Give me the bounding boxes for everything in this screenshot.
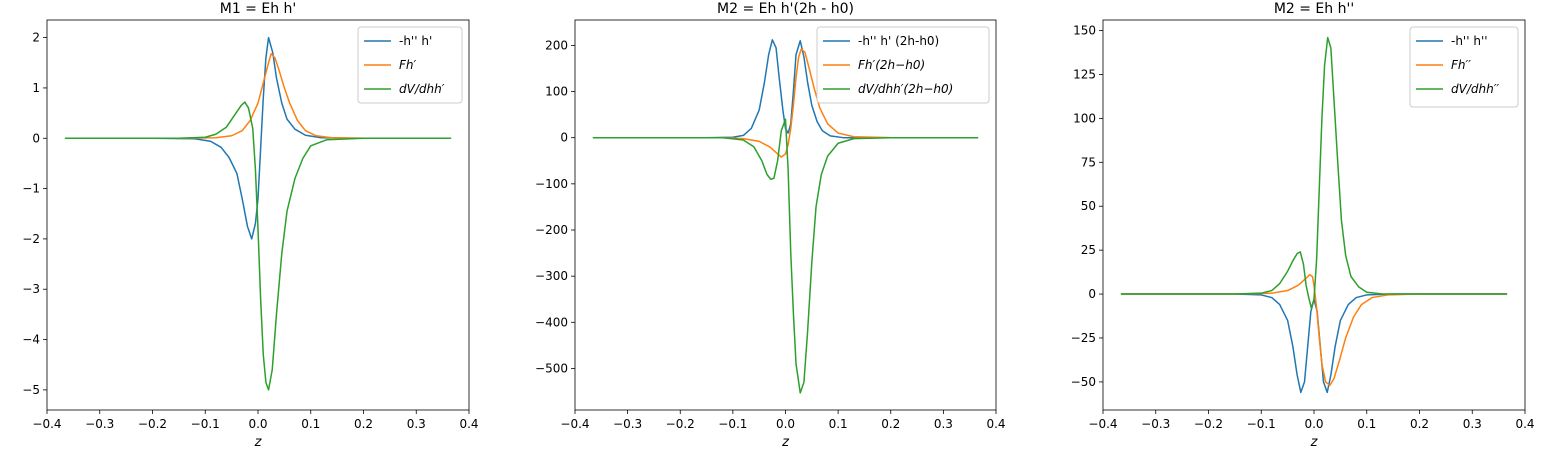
legend: -h'' h' Fh′ dV/dhh′ xyxy=(357,26,463,104)
legend-box xyxy=(357,26,463,104)
y-tick-label: 0 xyxy=(1088,287,1096,301)
x-tick-label: −0.1 xyxy=(191,417,220,431)
y-tick-label: −300 xyxy=(535,269,568,283)
y-tick-label: 125 xyxy=(1073,67,1096,81)
chart-title: M2 = Eh h'' xyxy=(1274,1,1354,17)
y-tick-label: −4 xyxy=(22,333,40,347)
legend: -h'' h' (2h-h0) Fh′(2h−h0) dV/dhh′(2h−h0) xyxy=(816,26,990,104)
x-tick-label: 0.3 xyxy=(1463,417,1482,431)
x-axis-label: z xyxy=(1310,435,1319,450)
legend-box xyxy=(816,26,990,104)
x-tick-label: −0.3 xyxy=(85,417,114,431)
x-tick-label: 0.4 xyxy=(459,417,478,431)
series-line-3 xyxy=(64,101,452,391)
x-tick-label: 0.1 xyxy=(829,417,848,431)
x-tick-label: 0.1 xyxy=(301,417,320,431)
x-tick-label: 0.2 xyxy=(1410,417,1429,431)
x-tick-label: −0.1 xyxy=(718,417,747,431)
y-tick-label: −100 xyxy=(535,177,568,191)
y-tick-label: 100 xyxy=(545,85,568,99)
y-tick-label: −50 xyxy=(1071,375,1096,389)
legend-label-2: Fh′(2h−h0) xyxy=(858,58,925,72)
plot-area xyxy=(592,39,979,394)
legend-label-3: dV/dhh′′ xyxy=(1451,82,1499,96)
series-line-1 xyxy=(1120,293,1508,394)
x-tick-label: 0.1 xyxy=(1357,417,1376,431)
y-tick-label: 0 xyxy=(560,131,568,145)
x-tick-label: −0.2 xyxy=(138,417,167,431)
legend: -h'' h'' Fh′′ dV/dhh′′ xyxy=(1409,26,1519,108)
x-tick-label: 0.3 xyxy=(934,417,953,431)
chart-panel-3: −0.4 −0.3 −0.2 −0.1 0.0 0.1 0.2 0.3 0.4 −50 −25 0 25… xyxy=(1071,1,1535,450)
x-tick-label: 0.2 xyxy=(881,417,900,431)
y-tick-label: 25 xyxy=(1081,243,1096,257)
plot-area xyxy=(64,36,452,391)
x-tick-label: 0.0 xyxy=(248,417,267,431)
y-tick-label: −400 xyxy=(535,315,568,329)
x-tick-label: 0.4 xyxy=(1515,417,1534,431)
x-tick-label: −0.3 xyxy=(1141,417,1170,431)
x-tick-label: −0.1 xyxy=(1247,417,1276,431)
y-tick-label: 1 xyxy=(32,81,40,95)
y-tick-label: −25 xyxy=(1071,331,1096,345)
legend-label-2: Fh′′ xyxy=(1451,58,1471,72)
y-tick-label: −500 xyxy=(535,361,568,375)
y-tick-label: 200 xyxy=(545,38,568,52)
x-tick-label: 0.2 xyxy=(354,417,373,431)
chart-title: M1 = Eh h' xyxy=(220,1,297,17)
x-tick-label: −0.3 xyxy=(613,417,642,431)
legend-label-1: -h'' h' (2h-h0) xyxy=(858,34,939,48)
x-tick-label: 0.0 xyxy=(1304,417,1323,431)
chart-panel-2: −0.4 −0.3 −0.2 −0.1 0.0 0.1 0.2 0.3 0.4 −500 −400 −… xyxy=(535,1,1006,450)
chart-title: M2 = Eh h'(2h - h0) xyxy=(717,1,854,17)
series-line-3 xyxy=(1120,36,1508,309)
x-tick-label: −0.4 xyxy=(560,417,589,431)
x-axis-label: z xyxy=(254,435,263,450)
y-tick-label: −2 xyxy=(22,232,40,246)
x-tick-label: −0.4 xyxy=(1088,417,1117,431)
legend-label-1: -h'' h' xyxy=(399,34,432,48)
legend-box xyxy=(1409,26,1519,108)
series-line-1 xyxy=(64,36,452,240)
x-tick-label: −0.4 xyxy=(32,417,61,431)
series-line-2 xyxy=(1120,273,1508,387)
legend-label-3: dV/dhh′(2h−h0) xyxy=(858,82,953,96)
legend-label-2: Fh′ xyxy=(399,58,417,72)
x-tick-label: 0.3 xyxy=(407,417,426,431)
x-tick-label: −0.2 xyxy=(666,417,695,431)
y-tick-label: −5 xyxy=(22,383,40,397)
y-tick-label: 0 xyxy=(32,131,40,145)
plot-area xyxy=(1120,36,1508,394)
y-tick-label: −200 xyxy=(535,223,568,237)
y-tick-label: −1 xyxy=(22,182,40,196)
y-tick-label: 75 xyxy=(1081,155,1096,169)
legend-label-1: -h'' h'' xyxy=(1451,34,1488,48)
y-tick-label: 2 xyxy=(32,31,40,45)
y-tick-label: 150 xyxy=(1073,24,1096,38)
y-tick-label: −3 xyxy=(22,282,40,296)
series-line-2 xyxy=(592,48,979,158)
y-tick-label: 100 xyxy=(1073,111,1096,125)
x-tick-label: 0.4 xyxy=(986,417,1005,431)
series-line-2 xyxy=(64,52,452,140)
series-line-3 xyxy=(592,118,979,394)
x-tick-label: −0.2 xyxy=(1194,417,1223,431)
legend-label-3: dV/dhh′ xyxy=(399,82,445,96)
x-axis-label: z xyxy=(781,435,790,450)
chart-panel-1: −0.4 −0.3 −0.2 −0.1 0.0 0.1 0.2 0.3 0.4 −5 −4 −3 −2 −… xyxy=(22,1,478,450)
y-tick-label: 50 xyxy=(1081,199,1096,213)
x-tick-label: 0.0 xyxy=(776,417,795,431)
